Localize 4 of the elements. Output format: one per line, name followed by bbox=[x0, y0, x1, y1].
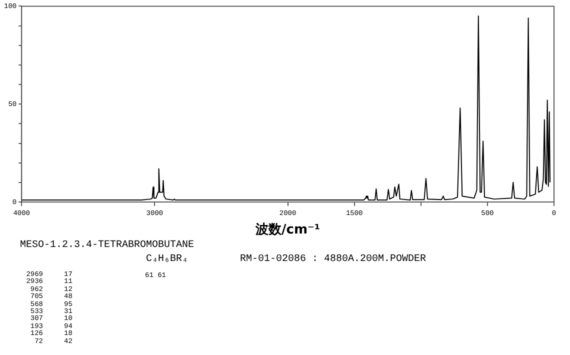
x-axis-title: 波数/cm⁻¹ bbox=[254, 222, 320, 238]
text: C₄H₆BR₄ bbox=[146, 254, 188, 265]
text: RM-01-02086 : 4880A.200M.POWDER bbox=[240, 254, 426, 265]
text: MESO-1.2.3.4-TETRABROMOBUTANE bbox=[20, 240, 194, 251]
